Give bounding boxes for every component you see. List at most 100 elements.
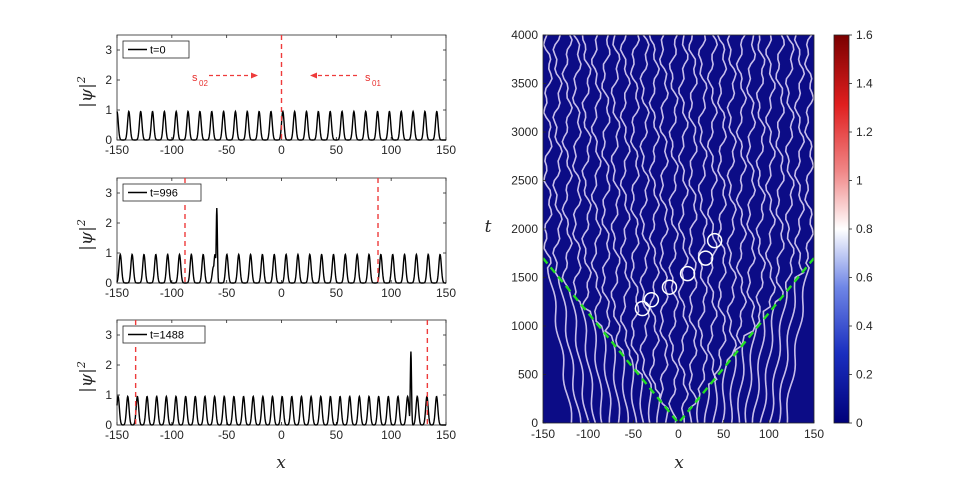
y-tick-label: 0 bbox=[105, 133, 112, 147]
x-tick-label: -100 bbox=[160, 286, 184, 300]
y-tick-label: 3 bbox=[105, 43, 112, 57]
heatmap-xlabel: x bbox=[674, 453, 684, 473]
colorbar-tick-label: 1.2 bbox=[856, 125, 873, 139]
heatmap-x-tick-label: -100 bbox=[576, 427, 600, 441]
annotation-s01-arrowhead bbox=[310, 72, 317, 79]
heatmap-filament bbox=[619, 35, 638, 423]
colorbar: 0 0.2 0.4 0.6 0.8 1 1.2 1.4 1.6 bbox=[833, 28, 873, 430]
heatmap-filament bbox=[639, 35, 653, 423]
colorbar-gradient bbox=[833, 34, 850, 424]
annotation-s02-sub: 02 bbox=[199, 79, 208, 88]
annotation-s01-sub: 01 bbox=[372, 79, 381, 88]
panel-bottom-xlabel: x bbox=[276, 453, 286, 473]
x-tick-label: 150 bbox=[436, 143, 456, 157]
heatmap-y-tick-label: 3500 bbox=[511, 77, 538, 91]
x-tick-label: -50 bbox=[218, 143, 236, 157]
heatmap-filament bbox=[668, 35, 680, 423]
heatmap-filament bbox=[768, 35, 795, 423]
heatmap-y-tick-label: 1500 bbox=[511, 271, 538, 285]
panel-middle: -150 -100 -50 0 50 100 150 0 1 2 3 t=996 |ψ|2 bbox=[75, 177, 456, 300]
heatmap-circle-marker bbox=[634, 300, 651, 317]
x-tick-label: 50 bbox=[330, 428, 344, 442]
y-tick-label: 0 bbox=[105, 418, 112, 432]
heatmap-filament bbox=[590, 35, 612, 423]
x-tick-label: -150 bbox=[105, 143, 129, 157]
heatmap-x-tick-label: 150 bbox=[804, 427, 824, 441]
x-tick-label: 50 bbox=[330, 286, 344, 300]
x-tick-label: 50 bbox=[330, 143, 344, 157]
heatmap-filament bbox=[677, 35, 689, 423]
heatmap-filament bbox=[610, 35, 630, 423]
colorbar-tick-label: 0.2 bbox=[856, 368, 873, 382]
panel-bottom-signal-line bbox=[116, 351, 446, 426]
panel-bottom-legend-box bbox=[122, 325, 206, 344]
colorbar-tick-label: 0 bbox=[856, 416, 863, 430]
x-tick-label: -50 bbox=[218, 428, 236, 442]
panel-middle-legend-box bbox=[122, 183, 202, 202]
heatmap-y-tick-label: 4000 bbox=[511, 28, 538, 42]
y-tick-label: 3 bbox=[105, 186, 112, 200]
heatmap-x-tick-label: 50 bbox=[717, 427, 731, 441]
heatmap-circle-marker bbox=[706, 232, 723, 249]
panel-bottom: -150 -100 -50 0 50 100 150 0 1 2 3 t=1488 |ψ|2 x bbox=[75, 319, 456, 473]
panel-top-ylabel: |ψ|2 bbox=[75, 76, 97, 108]
x-tick-label: 150 bbox=[436, 286, 456, 300]
heatmap-filament bbox=[688, 35, 698, 423]
heatmap-filament bbox=[729, 35, 748, 423]
x-tick-label: 0 bbox=[278, 286, 285, 300]
heatmap-x-tick-label: 0 bbox=[675, 427, 682, 441]
x-tick-label: 0 bbox=[278, 143, 285, 157]
y-tick-label: 2 bbox=[105, 216, 112, 230]
colorbar-tick-label: 0.4 bbox=[856, 319, 873, 333]
heatmap-y-tick-label: 1000 bbox=[511, 319, 538, 333]
panel-top-legend-text: t=0 bbox=[150, 45, 166, 57]
heatmap-filament bbox=[721, 35, 738, 423]
heatmap-filament bbox=[759, 35, 786, 423]
colorbar-tick-label: 0.8 bbox=[856, 222, 873, 236]
heatmap-filament bbox=[744, 35, 767, 423]
panel-bottom-legend-text: t=1488 bbox=[150, 330, 184, 342]
x-tick-label: -150 bbox=[105, 428, 129, 442]
annotation-s01-main: s bbox=[365, 72, 371, 84]
heatmap-x-tick-label: -150 bbox=[531, 427, 555, 441]
heatmap-filament bbox=[778, 35, 806, 423]
y-tick-label: 2 bbox=[105, 358, 112, 372]
panel-middle-signal-line bbox=[116, 207, 446, 284]
heatmap-filament bbox=[648, 35, 661, 423]
colorbar-tick-label: 1.6 bbox=[856, 28, 873, 42]
colorbar-tick-label: 1 bbox=[856, 174, 863, 188]
heatmap-circle-marker bbox=[679, 265, 696, 282]
heatmap-y-tick-label: 2000 bbox=[511, 222, 538, 236]
heatmap-circle-marker bbox=[643, 292, 660, 308]
heatmap-filament bbox=[580, 35, 603, 423]
y-tick-label: 3 bbox=[105, 328, 112, 342]
heatmap-circle-marker bbox=[661, 279, 678, 295]
x-tick-label: -100 bbox=[160, 428, 184, 442]
panel-bottom-ticks: -150 -100 -50 0 50 100 150 0 1 2 3 bbox=[105, 320, 456, 442]
heatmap-circles bbox=[634, 232, 723, 317]
x-tick-label: 150 bbox=[436, 428, 456, 442]
panel-bottom-ylabel: |ψ|2 bbox=[75, 361, 97, 393]
x-tick-label: -150 bbox=[105, 286, 129, 300]
y-tick-label: 1 bbox=[105, 103, 112, 117]
x-tick-label: 0 bbox=[278, 428, 285, 442]
x-tick-label: 100 bbox=[381, 143, 401, 157]
heatmap-filament bbox=[786, 35, 814, 423]
panel-top-legend-box bbox=[122, 40, 190, 59]
heatmap-filament bbox=[703, 35, 719, 423]
heatmap-ylabel: t bbox=[485, 217, 492, 237]
panel-middle-ylabel: |ψ|2 bbox=[75, 219, 97, 251]
heatmap-filament bbox=[601, 35, 621, 423]
heatmap-y-tick-label: 3000 bbox=[511, 125, 538, 139]
heatmap-filaments bbox=[543, 35, 814, 423]
panel-bottom-legend: t=1488 bbox=[122, 325, 206, 344]
y-tick-label: 1 bbox=[105, 246, 112, 260]
heatmap-filament bbox=[571, 35, 597, 423]
heatmap-x-tick-label: 100 bbox=[759, 427, 779, 441]
heatmap-y-tick-label: 0 bbox=[531, 416, 538, 430]
y-tick-label: 2 bbox=[105, 73, 112, 87]
heatmap-y-tick-label: 2500 bbox=[511, 174, 538, 188]
panel-top-legend: t=0 bbox=[122, 40, 190, 59]
